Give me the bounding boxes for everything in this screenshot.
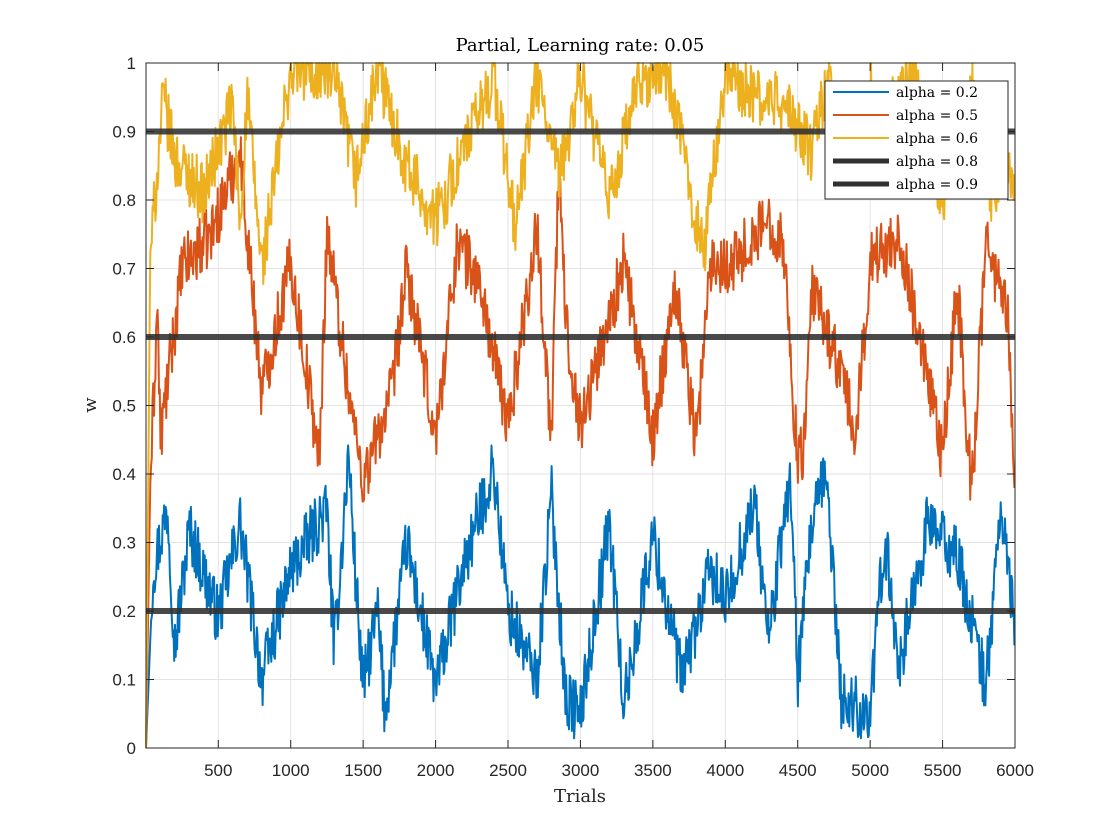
legend: alpha = 0.2 alpha = 0.5 alpha = 0.6 alpha =… [824, 80, 1009, 200]
legend-label: alpha = 0.8 [896, 154, 978, 170]
legend-label: alpha = 0.6 [896, 131, 978, 147]
legend-box [824, 80, 1009, 200]
series-line-1 [145, 444, 1016, 749]
y-axis-label: w [80, 397, 101, 413]
y-tick-label: 0.9 [112, 123, 136, 142]
y-tick-label: 1 [127, 54, 136, 73]
legend-label: alpha = 0.9 [896, 177, 978, 193]
x-tick-label: 2500 [489, 761, 527, 780]
series-line-2 [145, 136, 1016, 749]
chart-title: Partial, Learning rate: 0.05 [456, 35, 705, 56]
axis-ticks: 500 1000 1500 2000 2500 3000 3500 4000 4500 5000 5… [112, 54, 1034, 780]
x-tick-label: 1000 [272, 761, 310, 780]
y-tick-label: 0.8 [112, 191, 136, 210]
y-tick-label: 0.5 [112, 397, 136, 416]
x-tick-label: 4500 [779, 761, 817, 780]
y-tick-label: 0.3 [112, 534, 136, 553]
x-tick-label: 5000 [851, 761, 889, 780]
x-tick-label: 2000 [417, 761, 455, 780]
x-axis-label: Trials [554, 786, 606, 807]
x-tick-label: 3500 [634, 761, 672, 780]
x-tick-label: 1500 [344, 761, 382, 780]
y-tick-label: 0.1 [112, 671, 136, 690]
x-tick-label: 5500 [924, 761, 962, 780]
x-tick-label: 6000 [996, 761, 1034, 780]
legend-label: alpha = 0.2 [896, 85, 978, 101]
y-tick-label: 0.7 [112, 260, 136, 279]
y-tick-label: 0.4 [112, 465, 136, 484]
x-tick-label: 500 [204, 761, 232, 780]
legend-label: alpha = 0.5 [896, 108, 978, 124]
y-tick-label: 0.2 [112, 602, 136, 621]
x-tick-label: 3000 [562, 761, 600, 780]
x-tick-label: 4000 [706, 761, 744, 780]
y-tick-label: 0 [127, 739, 136, 758]
y-tick-label: 0.6 [112, 328, 136, 347]
